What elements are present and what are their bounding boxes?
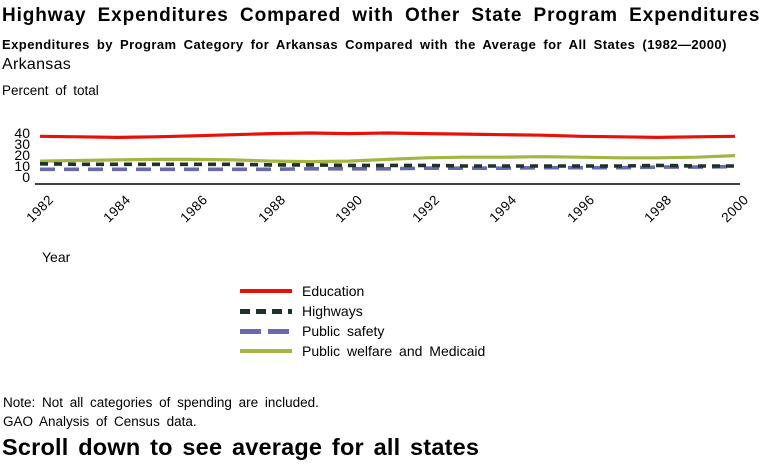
scroll-instruction: Scroll down to see average for all state… bbox=[2, 434, 480, 460]
note-line-1: Note: Not all categories of spending are… bbox=[3, 395, 319, 410]
region-label: Arkansas bbox=[2, 56, 72, 73]
chart-subtitle: Expenditures by Program Category for Ark… bbox=[2, 37, 727, 52]
series-line-highways bbox=[39, 162, 735, 168]
x-tick-label-1982: 1982 bbox=[23, 192, 57, 226]
x-axis-title: Year bbox=[42, 249, 71, 265]
chart-legend: Education Highways Public safety Public wel… bbox=[240, 281, 485, 361]
x-tick-label-1988: 1988 bbox=[254, 192, 289, 226]
y-tick-label-10: 10 bbox=[14, 158, 30, 174]
y-tick-label-30: 30 bbox=[14, 136, 30, 152]
x-tick-label-1996: 1996 bbox=[563, 192, 598, 226]
legend-item: Public safety bbox=[240, 321, 485, 341]
legend-label: Public safety bbox=[302, 323, 385, 339]
legend-swatch-education bbox=[240, 289, 292, 293]
series-line-education bbox=[39, 131, 736, 140]
x-tick-label-1992: 1992 bbox=[409, 192, 443, 226]
legend-swatch-highways bbox=[240, 308, 292, 314]
y-tick-label-0: 0 bbox=[22, 169, 30, 185]
note-line-2: GAO Analysis of Census data. bbox=[3, 414, 197, 429]
x-tick-label-2000: 2000 bbox=[718, 192, 752, 226]
y-axis-unit-label: Percent of total bbox=[2, 83, 99, 98]
legend-item: Highways bbox=[240, 301, 485, 321]
x-tick-label-1990: 1990 bbox=[332, 192, 366, 226]
legend-label: Public welfare and Medicaid bbox=[302, 343, 486, 359]
x-tick-label-1998: 1998 bbox=[641, 192, 675, 226]
y-tick-label-20: 20 bbox=[14, 147, 30, 163]
legend-label: Highways bbox=[302, 303, 363, 319]
legend-label: Education bbox=[302, 283, 365, 299]
y-tick-label-40: 40 bbox=[14, 125, 30, 141]
legend-swatch-public_welfare bbox=[240, 349, 292, 353]
x-tick-label-1984: 1984 bbox=[100, 192, 134, 226]
legend-item: Public welfare and Medicaid bbox=[240, 341, 485, 361]
x-tick-label-1994: 1994 bbox=[486, 192, 520, 226]
series-line-public_welfare bbox=[39, 154, 736, 164]
legend-swatch-public_safety bbox=[240, 328, 292, 334]
page-title: Highway Expenditures Compared with Other… bbox=[2, 5, 760, 26]
x-tick-label-1986: 1986 bbox=[177, 192, 212, 226]
legend-item: Education bbox=[240, 281, 485, 301]
series-line-public_safety bbox=[40, 164, 736, 172]
